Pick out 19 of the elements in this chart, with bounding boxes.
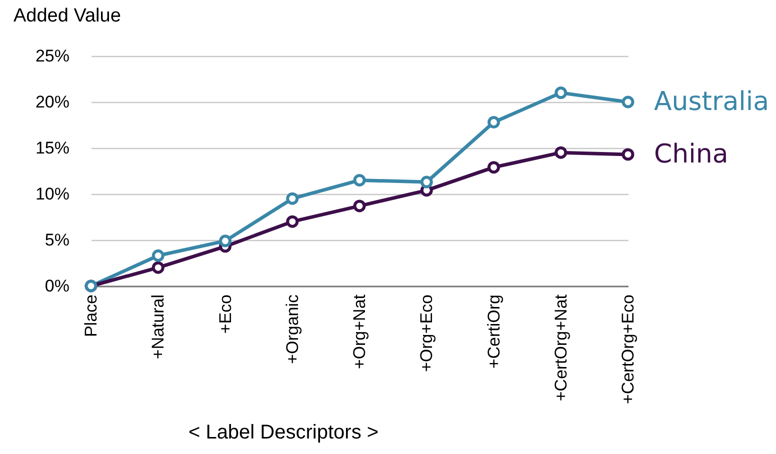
y-tick-label: 20% bbox=[35, 92, 70, 112]
x-tick-label: +Organic bbox=[282, 294, 302, 364]
y-tick-label: 15% bbox=[35, 138, 70, 158]
series-label: Australia bbox=[654, 87, 770, 117]
x-tick-label: Place bbox=[82, 294, 100, 338]
x-tick-label: +CertOrg+Nat bbox=[551, 294, 570, 402]
x-tick-label: +Eco bbox=[216, 294, 235, 334]
x-tick-label: +Org+Eco bbox=[417, 294, 436, 372]
x-axis-title: < Label Descriptors > bbox=[188, 422, 379, 444]
x-tick-label: +Natural bbox=[148, 294, 168, 360]
y-tick-label: 0% bbox=[44, 276, 70, 296]
y-tick-label: 10% bbox=[35, 184, 70, 204]
x-tick-label: +CertiOrg bbox=[484, 294, 504, 369]
y-tick-label: 5% bbox=[44, 230, 70, 250]
series-label: China bbox=[654, 139, 728, 170]
y-tick-label: 25% bbox=[35, 46, 70, 66]
x-tick-label: +CertOrg+Eco bbox=[618, 294, 638, 404]
y-axis-title: Added Value bbox=[14, 6, 121, 26]
x-tick-label: +Org+Nat bbox=[350, 294, 369, 370]
